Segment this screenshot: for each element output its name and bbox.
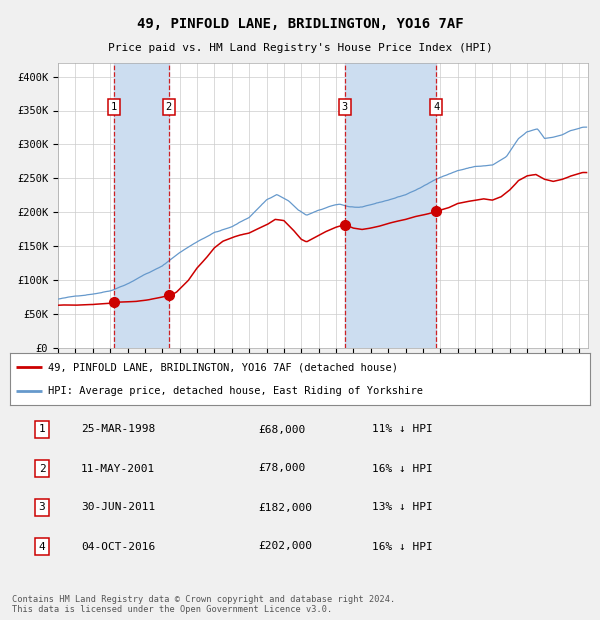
Text: 25-MAR-1998: 25-MAR-1998 — [81, 425, 155, 435]
Text: £78,000: £78,000 — [258, 464, 305, 474]
Text: Price paid vs. HM Land Registry's House Price Index (HPI): Price paid vs. HM Land Registry's House … — [107, 43, 493, 53]
Text: 4: 4 — [38, 541, 46, 552]
Text: 3: 3 — [38, 502, 46, 513]
Text: 1: 1 — [38, 425, 46, 435]
Text: 3: 3 — [341, 102, 348, 112]
Text: HPI: Average price, detached house, East Riding of Yorkshire: HPI: Average price, detached house, East… — [48, 386, 422, 396]
Text: 49, PINFOLD LANE, BRIDLINGTON, YO16 7AF: 49, PINFOLD LANE, BRIDLINGTON, YO16 7AF — [137, 17, 463, 31]
Text: 49, PINFOLD LANE, BRIDLINGTON, YO16 7AF (detached house): 49, PINFOLD LANE, BRIDLINGTON, YO16 7AF … — [48, 362, 398, 372]
Text: 30-JUN-2011: 30-JUN-2011 — [81, 502, 155, 513]
Text: 2: 2 — [166, 102, 172, 112]
Text: 11% ↓ HPI: 11% ↓ HPI — [372, 425, 433, 435]
Text: 16% ↓ HPI: 16% ↓ HPI — [372, 464, 433, 474]
Bar — [114, 63, 169, 348]
Text: 1: 1 — [111, 102, 117, 112]
Text: £202,000: £202,000 — [258, 541, 312, 552]
Bar — [345, 63, 436, 348]
Text: 11-MAY-2001: 11-MAY-2001 — [81, 464, 155, 474]
Text: 4: 4 — [433, 102, 439, 112]
Text: 04-OCT-2016: 04-OCT-2016 — [81, 541, 155, 552]
Text: 16% ↓ HPI: 16% ↓ HPI — [372, 541, 433, 552]
Text: Contains HM Land Registry data © Crown copyright and database right 2024.
This d: Contains HM Land Registry data © Crown c… — [12, 595, 395, 614]
Text: 2: 2 — [38, 464, 46, 474]
Text: £68,000: £68,000 — [258, 425, 305, 435]
Text: £182,000: £182,000 — [258, 502, 312, 513]
Text: 13% ↓ HPI: 13% ↓ HPI — [372, 502, 433, 513]
